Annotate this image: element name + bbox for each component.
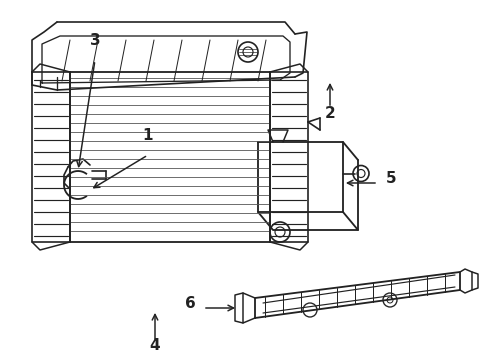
Text: 3: 3 bbox=[90, 33, 100, 48]
Text: 6: 6 bbox=[185, 296, 196, 311]
Text: 2: 2 bbox=[324, 106, 335, 121]
Text: 4: 4 bbox=[149, 338, 160, 353]
Text: 5: 5 bbox=[386, 171, 396, 186]
Text: 1: 1 bbox=[143, 128, 153, 143]
